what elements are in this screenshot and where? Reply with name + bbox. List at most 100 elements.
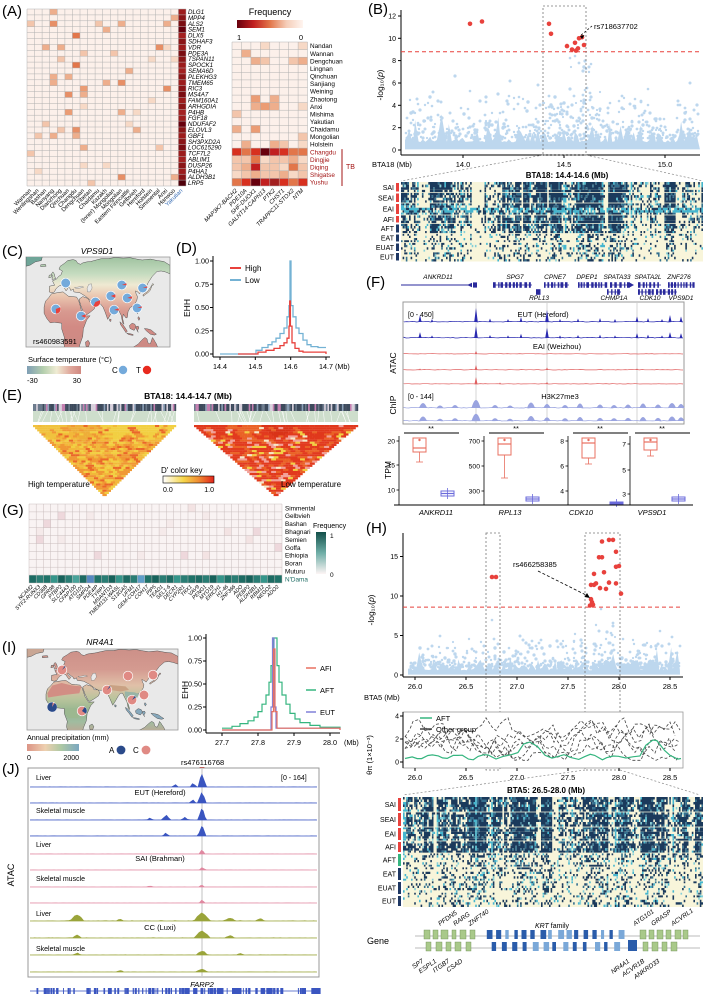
svg-text:AFT: AFT [436, 714, 451, 723]
svg-text:27.0: 27.0 [510, 682, 525, 691]
svg-text:Skeletal muscle: Skeletal muscle [36, 876, 85, 883]
svg-text:0.00: 0.00 [188, 726, 202, 735]
svg-text:Yushu: Yushu [310, 180, 328, 187]
svg-text:Simmental: Simmental [285, 505, 315, 512]
svg-text:0: 0 [27, 755, 31, 762]
svg-text:2: 2 [392, 125, 396, 132]
svg-text:1.00: 1.00 [195, 257, 209, 266]
svg-text:BTA18: 14.4-14.7 (Mb): BTA18: 14.4-14.7 (Mb) [144, 391, 232, 401]
svg-text:ATAC: ATAC [388, 352, 398, 373]
svg-text:ANKRD11: ANKRD11 [422, 274, 453, 281]
svg-text:High temperature: High temperature [28, 480, 90, 489]
svg-text:DPEP1: DPEP1 [576, 274, 598, 281]
svg-text:(I): (I) [2, 639, 16, 656]
svg-text:3: 3 [622, 492, 626, 499]
svg-text:KRT family: KRT family [535, 923, 570, 930]
svg-text:**: ** [513, 424, 519, 433]
svg-text:Diqing: Diqing [310, 164, 329, 171]
svg-text:1: 1 [330, 533, 334, 540]
svg-text:(E): (E) [2, 387, 22, 404]
svg-text:1: 1 [237, 33, 241, 42]
svg-text:Zhaotong: Zhaotong [310, 96, 337, 103]
svg-text:26.0: 26.0 [408, 773, 423, 782]
svg-text:Wannan: Wannan [310, 51, 334, 58]
svg-text:8: 8 [392, 58, 396, 65]
svg-text:Muturu: Muturu [285, 569, 305, 576]
svg-text:RPL13: RPL13 [499, 508, 523, 517]
svg-text:14.0: 14.0 [456, 160, 471, 169]
svg-text:High: High [245, 264, 261, 273]
svg-text:EHH: EHH [182, 299, 192, 317]
svg-text:EAI (Weizhou): EAI (Weizhou) [533, 342, 582, 351]
svg-text:CDK10: CDK10 [569, 508, 594, 517]
svg-text:EAT: EAT [381, 236, 395, 243]
svg-text:10: 10 [390, 594, 398, 601]
svg-text:ANKRD11: ANKRD11 [418, 508, 453, 517]
svg-text:(Mb): (Mb) [344, 738, 359, 747]
svg-text:(D): (D) [176, 240, 197, 257]
svg-text:AFI: AFI [320, 664, 332, 673]
svg-text:10: 10 [387, 488, 395, 495]
svg-text:BTA5 (Mb): BTA5 (Mb) [364, 693, 400, 702]
svg-text:rs718637702: rs718637702 [594, 22, 638, 31]
svg-text:SPATA2L: SPATA2L [634, 274, 661, 281]
svg-text:(A): (A) [2, 3, 22, 20]
svg-text:Holstein: Holstein [310, 142, 334, 149]
svg-text:Frequency: Frequency [249, 7, 292, 17]
svg-text:Weining: Weining [310, 89, 333, 96]
svg-text:-log₁₀(𝑝): -log₁₀(𝑝) [375, 69, 385, 100]
svg-text:27.9: 27.9 [287, 738, 301, 747]
svg-text:(B): (B) [368, 1, 388, 18]
svg-text:Skeletal muscle: Skeletal muscle [36, 808, 85, 815]
svg-text:C: C [112, 366, 118, 375]
svg-text:D' color key: D' color key [161, 466, 203, 475]
svg-text:2: 2 [395, 737, 399, 744]
svg-text:Dengchuan: Dengchuan [310, 58, 343, 65]
svg-text:(H): (H) [366, 520, 387, 537]
svg-text:(C): (C) [2, 243, 23, 260]
svg-text:rs460983591: rs460983591 [33, 337, 77, 346]
svg-text:CHMP1A: CHMP1A [600, 295, 627, 302]
svg-text:AFT: AFT [383, 858, 397, 865]
svg-text:7: 7 [622, 442, 626, 449]
svg-text:Shigatse: Shigatse [310, 172, 335, 179]
svg-text:EUT: EUT [380, 254, 395, 261]
svg-text:(Mb): (Mb) [335, 362, 350, 371]
svg-text:0: 0 [299, 33, 303, 42]
svg-text:C: C [133, 746, 139, 755]
svg-text:AFI: AFI [385, 845, 396, 852]
svg-text:Sanjiang: Sanjiang [310, 81, 335, 88]
svg-text:14.5: 14.5 [557, 160, 572, 169]
svg-text:[0 - 450]: [0 - 450] [408, 312, 434, 319]
svg-text:4: 4 [395, 714, 399, 721]
svg-text:AFT: AFT [381, 226, 395, 233]
svg-text:700: 700 [469, 439, 481, 446]
svg-text:RPL13: RPL13 [529, 295, 549, 302]
svg-text:VPS9D1: VPS9D1 [638, 508, 667, 517]
svg-text:Skeletal muscle: Skeletal muscle [36, 946, 85, 953]
svg-text:Bashan: Bashan [285, 521, 307, 528]
svg-text:**: ** [659, 424, 665, 433]
svg-text:[0 - 164]: [0 - 164] [281, 775, 307, 782]
svg-text:0.75: 0.75 [195, 280, 209, 289]
svg-text:Liver: Liver [36, 911, 52, 918]
svg-text:5: 5 [622, 468, 626, 475]
svg-text:SEAI: SEAI [380, 817, 396, 824]
svg-text:14.4: 14.4 [213, 362, 227, 371]
svg-text:(F): (F) [366, 274, 385, 291]
svg-text:1.00: 1.00 [188, 634, 202, 643]
svg-text:0: 0 [330, 572, 334, 579]
svg-text:EAI: EAI [383, 207, 394, 214]
svg-text:SPATA33: SPATA33 [603, 274, 630, 281]
svg-text:EUT: EUT [382, 899, 397, 906]
svg-text:VPS9D1: VPS9D1 [81, 246, 114, 256]
svg-text:AFI: AFI [383, 217, 394, 224]
svg-text:A: A [109, 746, 115, 755]
svg-text:28.0: 28.0 [612, 773, 627, 782]
svg-text:rs466258385: rs466258385 [513, 560, 557, 569]
svg-text:28.0: 28.0 [323, 738, 337, 747]
svg-text:0.50: 0.50 [188, 680, 202, 689]
svg-text:30: 30 [73, 376, 81, 385]
svg-text:[0 - 144]: [0 - 144] [408, 394, 434, 401]
svg-text:EHH: EHH [180, 681, 190, 699]
